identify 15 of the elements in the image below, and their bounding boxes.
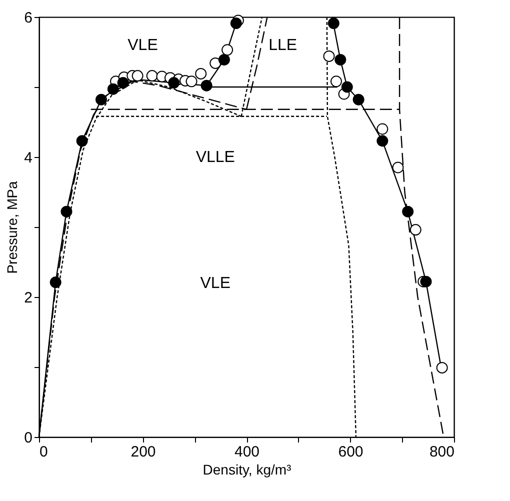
y-tick-label: 0 [24, 430, 32, 446]
x-tick-label: 800 [429, 444, 454, 460]
y-tick-label: 2 [24, 290, 32, 306]
annotation: VLE [128, 37, 158, 54]
x-tick-label: 0 [40, 444, 48, 460]
annotation: LLE [268, 37, 298, 54]
x-tick-label: 400 [234, 444, 260, 460]
x-axis-title: Density, kg/m³ [202, 462, 292, 478]
annotation: VLLE [196, 149, 235, 166]
y-tick-label: 6 [24, 10, 32, 26]
y-axis-title: Pressure, MPa [4, 180, 20, 274]
x-tick-label: 600 [338, 444, 364, 460]
y-tick-label: 4 [24, 150, 32, 166]
x-tick-label: 200 [130, 444, 156, 460]
annotation: VLE [200, 275, 230, 292]
